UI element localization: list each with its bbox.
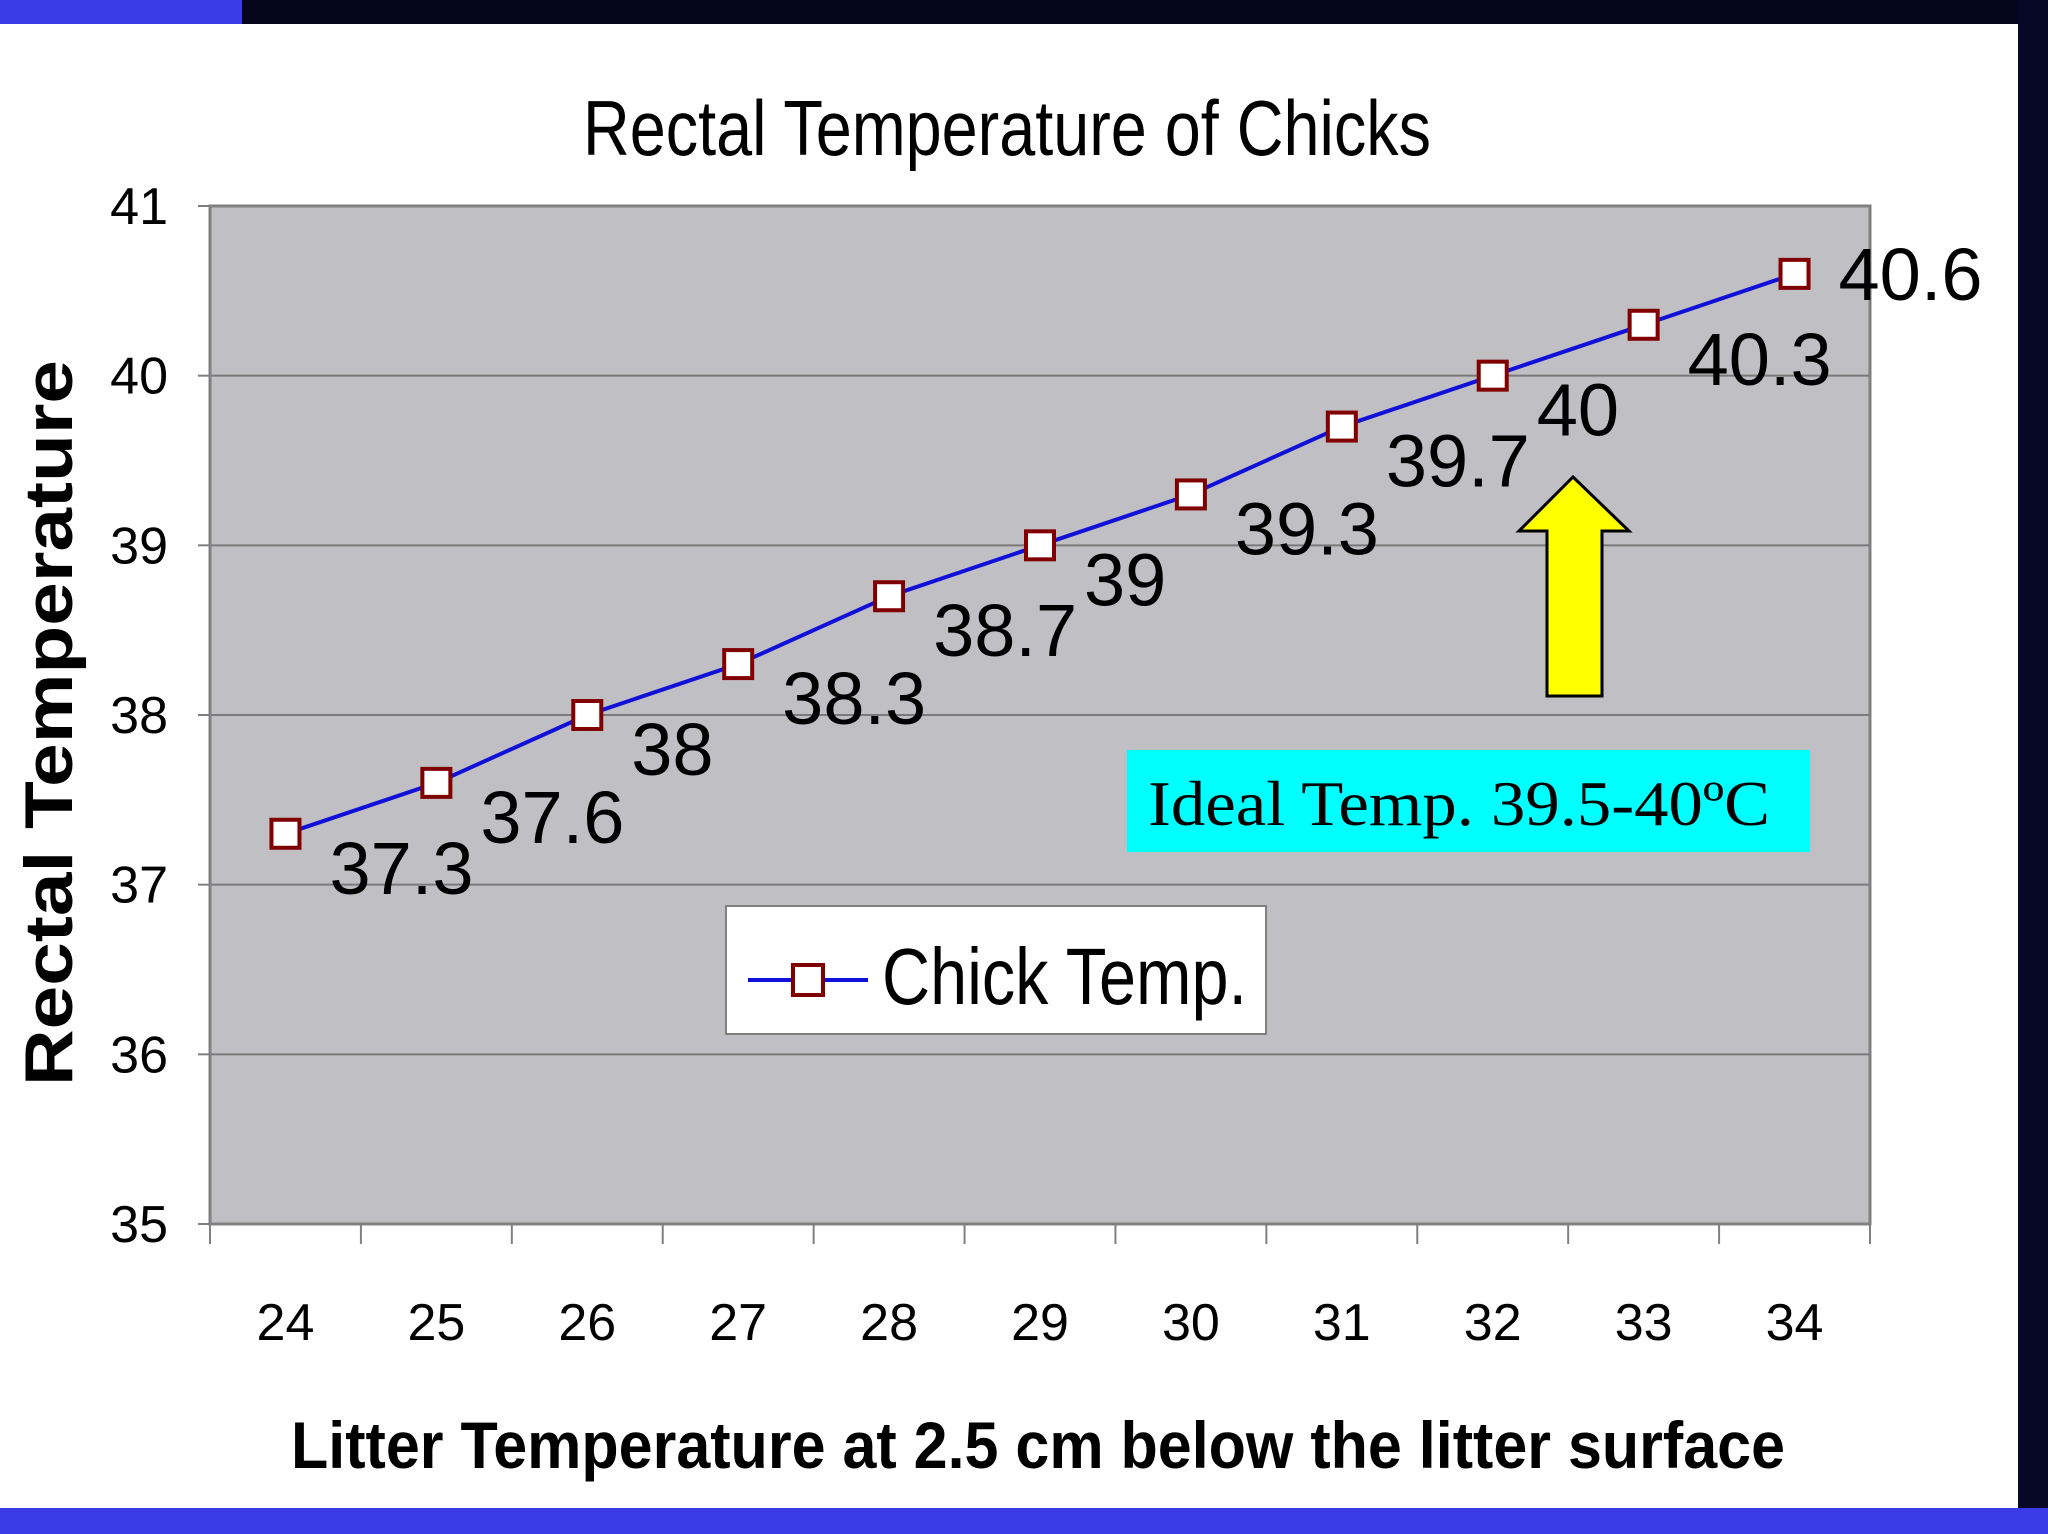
data-label: 40.3 <box>1688 318 1832 401</box>
x-tick-label: 24 <box>257 1294 315 1352</box>
data-label: 37.3 <box>329 827 473 910</box>
data-labels: 37.337.638 38.338.739 39.339.740 40.340.6 <box>329 233 1982 910</box>
top-frame-bar <box>0 0 2048 24</box>
top-accent-bar <box>0 0 242 24</box>
data-point-marker <box>420 766 453 799</box>
series-markers <box>269 257 1811 850</box>
data-point-marker <box>1325 410 1358 443</box>
data-point-marker <box>1627 308 1660 341</box>
x-tick-label: 28 <box>860 1294 918 1352</box>
legend-marker-sample <box>791 963 825 997</box>
y-tick-label: 36 <box>110 1026 168 1084</box>
y-tick-label: 40 <box>110 348 168 406</box>
legend-label: Chick Temp. <box>882 932 1247 1021</box>
data-point-marker <box>873 580 906 613</box>
annotation-text: Ideal Temp. 39.5-40ºC <box>1148 768 1770 839</box>
x-tick-label: 31 <box>1313 1294 1371 1352</box>
data-label: 40 <box>1537 369 1619 452</box>
data-label: 38.3 <box>782 657 926 740</box>
data-point-marker <box>1024 529 1056 562</box>
x-tick-label: 34 <box>1766 1294 1824 1352</box>
data-point-marker <box>722 648 755 681</box>
y-tick-label: 39 <box>110 517 168 575</box>
right-frame-bar <box>2018 0 2048 1534</box>
data-label: 40.6 <box>1839 233 1983 316</box>
x-tick-label: 25 <box>407 1294 465 1352</box>
data-label: 39 <box>1084 538 1166 621</box>
y-tick-label: 35 <box>110 1196 168 1254</box>
y-tick-label: 37 <box>110 857 168 915</box>
x-tick-label: 32 <box>1464 1294 1522 1352</box>
data-label: 39.7 <box>1386 420 1530 503</box>
x-tick-label: 30 <box>1162 1294 1220 1352</box>
data-point-marker <box>1174 478 1207 511</box>
annotation-box <box>1127 750 1810 852</box>
y-axis-title: Rectal Temperature <box>11 360 87 1086</box>
data-label: 38 <box>631 708 713 791</box>
x-tick-label: 26 <box>558 1294 616 1352</box>
up-arrow-icon <box>1515 474 1633 698</box>
x-tick-label: 27 <box>709 1294 767 1352</box>
data-label: 37.6 <box>480 776 624 859</box>
x-tick-labels: 24 25 26 27 28 29 30 31 32 33 34 <box>257 1294 1824 1352</box>
data-point-marker <box>1476 359 1509 392</box>
x-tick-label: 29 <box>1011 1294 1069 1352</box>
y-tick-labels: 35 36 37 38 39 40 41 <box>110 178 168 1254</box>
bottom-frame-bar <box>0 1508 2048 1534</box>
data-point-marker <box>571 699 604 731</box>
x-axis-title: Litter Temperature at 2.5 cm below the l… <box>291 1408 1785 1482</box>
y-tick-label: 41 <box>110 178 168 236</box>
data-point-marker <box>269 817 302 850</box>
x-tick-label: 33 <box>1615 1294 1673 1352</box>
axes <box>208 206 1871 1244</box>
y-tick-label: 38 <box>110 687 168 745</box>
data-point-marker <box>1778 257 1811 290</box>
data-label: 39.3 <box>1235 487 1379 570</box>
chart-title: Rectal Temperature of Chicks <box>583 84 1431 172</box>
data-label: 38.7 <box>933 589 1077 672</box>
